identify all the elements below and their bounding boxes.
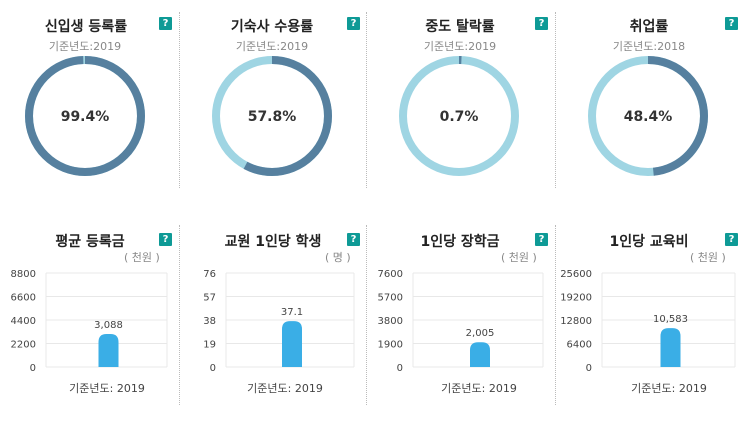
unit-label: ( 천원 ) xyxy=(124,251,160,264)
y-tick-label: 6600 xyxy=(11,293,36,304)
panel-title: 1인당 교육비 xyxy=(609,234,689,250)
donut-chart: 48.4% xyxy=(588,56,708,176)
base-year-label: 기준년도: 2019 xyxy=(69,382,145,395)
donut-value-arc xyxy=(588,56,708,176)
y-tick-label: 6400 xyxy=(567,340,592,351)
donut-panel-employment: 취업률 ? 기준년도:2018 48.4% xyxy=(556,0,747,200)
donut-value-arc xyxy=(212,56,332,176)
donut-value-arc xyxy=(399,56,519,176)
bar-panel-tuition: 평균 등록금 ? ( 천원 ) 8800 6600 4400 2200 0 3,088 기… xyxy=(0,225,179,424)
unit-label: ( 명 ) xyxy=(325,251,351,264)
y-tick-label: 7600 xyxy=(378,269,403,280)
bar[interactable] xyxy=(660,328,681,367)
divider xyxy=(179,12,180,188)
bar-chart: 25600 19200 12800 6400 0 10,583 xyxy=(560,269,736,374)
y-tick-label: 4400 xyxy=(11,316,36,327)
help-icon[interactable]: ? xyxy=(535,17,548,30)
help-icon[interactable]: ? xyxy=(347,17,360,30)
base-year-label: 기준년도:2018 xyxy=(612,40,686,53)
y-tick-label: 0 xyxy=(586,363,592,374)
panel-title: 평균 등록금 xyxy=(55,234,125,250)
donut-value-label: 0.7% xyxy=(440,109,479,125)
base-year-label: 기준년도: 2019 xyxy=(441,382,517,395)
bar[interactable] xyxy=(282,321,302,367)
help-icon[interactable]: ? xyxy=(159,233,172,246)
y-tick-label: 19200 xyxy=(560,293,592,304)
bar-value-label: 10,583 xyxy=(653,314,688,325)
panel-title: 신입생 등록률 xyxy=(44,19,128,35)
y-tick-label: 0 xyxy=(210,363,216,374)
y-tick-label: 57 xyxy=(203,293,216,304)
donut-value-label: 48.4% xyxy=(624,109,673,125)
bar[interactable] xyxy=(470,342,490,367)
y-tick-label: 38 xyxy=(203,316,216,327)
divider xyxy=(555,225,556,405)
y-tick-label: 0 xyxy=(397,363,403,374)
base-year-label: 기준년도:2019 xyxy=(48,40,122,53)
y-tick-label: 1900 xyxy=(378,340,403,351)
donut-panel-enrollment: 신입생 등록률 ? 기준년도:2019 99.4% xyxy=(0,0,179,200)
base-year-label: 기준년도:2019 xyxy=(423,40,497,53)
panel-title: 취업률 xyxy=(629,19,669,35)
divider xyxy=(179,225,180,405)
y-tick-label: 19 xyxy=(203,340,216,351)
donut-value-label: 99.4% xyxy=(61,109,110,125)
y-tick-label: 5700 xyxy=(378,293,403,304)
bar-chart: 76 57 38 19 0 37.1 xyxy=(203,269,355,374)
donut-value-label: 57.8% xyxy=(248,109,297,125)
base-year-label: 기준년도:2019 xyxy=(235,40,309,53)
bar[interactable] xyxy=(98,334,119,367)
divider xyxy=(555,12,556,188)
y-tick-label: 2200 xyxy=(11,340,36,351)
donut-panel-dropout: 중도 탈락률 ? 기준년도:2019 0.7% xyxy=(367,0,555,200)
help-icon[interactable]: ? xyxy=(347,233,360,246)
bar-panel-education-cost: 1인당 교육비 ? ( 천원 ) 25600 19200 12800 6400 0 10,… xyxy=(556,225,747,424)
divider xyxy=(366,225,367,405)
y-tick-label: 0 xyxy=(30,363,36,374)
y-tick-label: 25600 xyxy=(560,269,592,280)
base-year-label: 기준년도: 2019 xyxy=(631,382,707,395)
y-tick-label: 12800 xyxy=(560,316,592,327)
bar-chart: 7600 5700 3800 1900 0 2,005 xyxy=(378,269,544,374)
donut-chart: 99.4% xyxy=(25,56,145,176)
bar-value-label: 2,005 xyxy=(466,328,495,339)
bar-chart: 8800 6600 4400 2200 0 3,088 xyxy=(11,269,168,374)
donut-chart: 57.8% xyxy=(212,56,332,176)
donut-chart: 0.7% xyxy=(399,56,519,176)
bar-panel-scholarship: 1인당 장학금 ? ( 천원 ) 7600 5700 3800 1900 0 2,005 … xyxy=(367,225,555,424)
donut-value-arc xyxy=(25,56,145,176)
panel-title: 교원 1인당 학생 xyxy=(224,234,322,250)
y-tick-label: 8800 xyxy=(11,269,36,280)
donut-panel-dormitory: 기숙사 수용률 ? 기준년도:2019 57.8% xyxy=(180,0,366,200)
y-tick-label: 3800 xyxy=(378,316,403,327)
panel-title: 중도 탈락률 xyxy=(425,19,495,35)
help-icon[interactable]: ? xyxy=(535,233,548,246)
help-icon[interactable]: ? xyxy=(725,233,738,246)
unit-label: ( 천원 ) xyxy=(690,251,726,264)
base-year-label: 기준년도: 2019 xyxy=(247,382,323,395)
y-tick-label: 76 xyxy=(203,269,216,280)
panel-title: 기숙사 수용률 xyxy=(230,19,314,35)
divider xyxy=(366,12,367,188)
help-icon[interactable]: ? xyxy=(159,17,172,30)
bar-panel-students-per-faculty: 교원 1인당 학생 ? ( 명 ) 76 57 38 19 0 37.1 기준년도: 20… xyxy=(180,225,366,424)
help-icon[interactable]: ? xyxy=(725,17,738,30)
unit-label: ( 천원 ) xyxy=(501,251,537,264)
panel-title: 1인당 장학금 xyxy=(420,234,500,250)
bar-value-label: 37.1 xyxy=(281,307,303,318)
bar-value-label: 3,088 xyxy=(94,320,123,331)
